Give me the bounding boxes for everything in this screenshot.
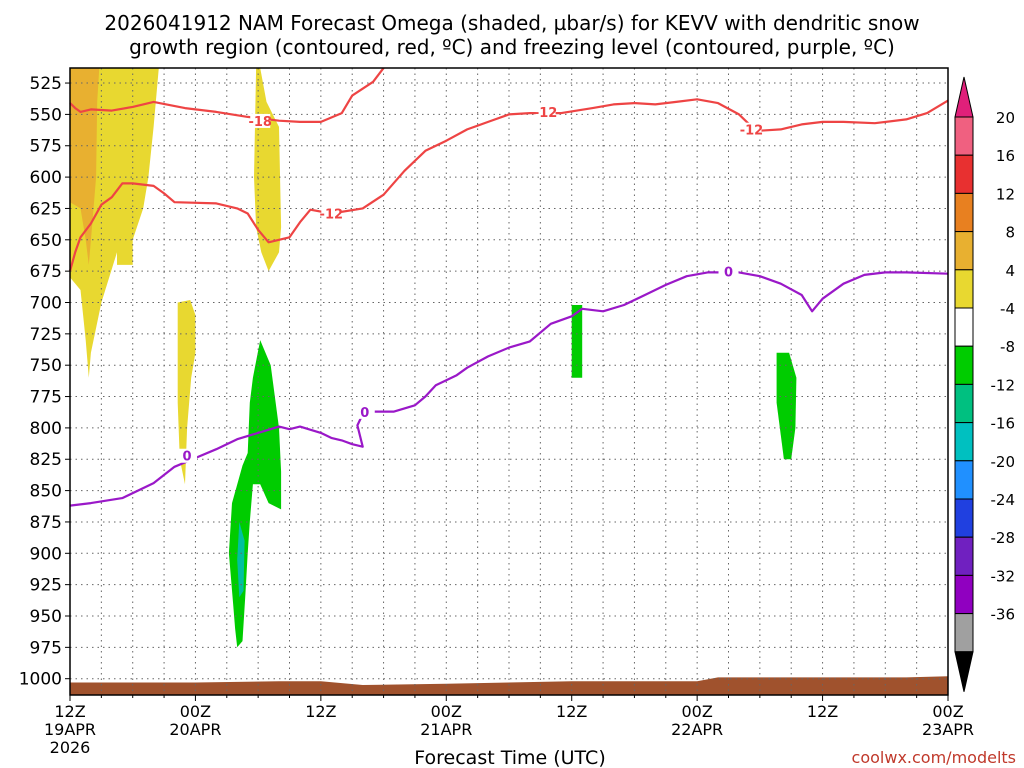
colorbar-label--8: -8	[1000, 338, 1015, 356]
colorbar-swatch-9	[954, 460, 974, 500]
colorbar-swatch-7	[954, 383, 974, 424]
ytick-label-575: 575	[30, 137, 62, 157]
colorbar-label-4: 4	[1005, 262, 1015, 280]
contour-label-bg-4	[177, 448, 198, 463]
xtick-label-1: 00Z	[180, 702, 211, 721]
contour-label-5: 0	[360, 406, 369, 421]
contour-label-1: -12	[320, 208, 344, 223]
colorbar-swatch-8	[954, 422, 974, 462]
plot-area: -18 -12 -12 -12 0 0 0	[68, 67, 949, 696]
colorbar: 20 16 12 8 4 -4 -8 -12 -16 -20 -24 -28 -32 -36	[954, 76, 1016, 692]
colorbar-extend-high	[954, 76, 974, 118]
omega-region-8	[776, 352, 797, 460]
xtick-date-7: 23APR	[922, 720, 974, 739]
colorbar-label--28: -28	[991, 529, 1016, 547]
ytick-label-1000: 1000	[19, 670, 62, 690]
ytick-label-725: 725	[30, 325, 62, 345]
ytick-label-600: 600	[30, 168, 62, 188]
colorbar-swatch-2	[954, 192, 974, 233]
contour-label-bg-0	[250, 113, 271, 128]
ytick-label-675: 675	[30, 262, 62, 282]
contour-line-2	[68, 98, 949, 272]
colorbar-label--12: -12	[991, 376, 1016, 394]
colorbar-swatch-12	[954, 574, 974, 615]
y-axis-ticks: 525 550 575 600 625 650 675 700 725 750 775 800 825 8…	[19, 74, 70, 690]
contour-label-bg-3	[741, 122, 762, 137]
xtick-date-1: 20APR	[169, 720, 221, 739]
ytick-label-975: 975	[30, 638, 62, 658]
contour-line-0	[69, 67, 385, 124]
omega-region-7	[571, 305, 583, 378]
colorbar-label--4: -4	[1000, 300, 1015, 318]
ytick-label-850: 850	[30, 482, 62, 502]
colorbar-label-8: 8	[1005, 224, 1015, 242]
contour-label-bg-1	[321, 206, 342, 221]
ytick-label-875: 875	[30, 513, 62, 533]
colorbar-swatch-4	[954, 269, 974, 309]
contour-label-6: 0	[724, 265, 733, 280]
xtick-year-0: 2026	[50, 738, 91, 757]
colorbar-swatch-1	[954, 154, 974, 194]
colorbar-label--16: -16	[991, 415, 1016, 433]
colorbar-swatch-10	[954, 498, 974, 538]
grid	[70, 68, 948, 695]
colorbar-extend-low	[954, 651, 974, 692]
colorbar-label-12: 12	[996, 185, 1015, 203]
ytick-label-625: 625	[30, 199, 62, 219]
contour-label-3: -12	[740, 124, 764, 139]
contour-label-bg-6	[718, 264, 739, 279]
colorbar-label--24: -24	[991, 491, 1016, 509]
ytick-label-750: 750	[30, 356, 62, 376]
chart-title-line2: growth region (contoured, red, ºC) and f…	[129, 35, 895, 59]
colorbar-swatch-13	[954, 613, 974, 653]
contour-label-4: 0	[183, 450, 192, 465]
omega-region-4	[177, 300, 196, 485]
xtick-label-7: 00Z	[932, 702, 963, 721]
ytick-label-825: 825	[30, 450, 62, 470]
colorbar-label--32: -32	[991, 567, 1016, 585]
ytick-label-550: 550	[30, 105, 62, 125]
colorbar-swatch-11	[954, 536, 974, 576]
colorbar-label--36: -36	[991, 606, 1016, 624]
xtick-label-0: 12Z	[54, 702, 85, 721]
ytick-label-950: 950	[30, 607, 62, 627]
contours: -18 -12 -12 -12 0 0 0	[68, 67, 949, 507]
xtick-label-2: 12Z	[305, 702, 336, 721]
ytick-label-925: 925	[30, 576, 62, 596]
xtick-label-6: 12Z	[807, 702, 838, 721]
colorbar-label-20: 20	[996, 109, 1015, 127]
omega-region-2	[70, 68, 100, 265]
contour-line-3	[69, 271, 949, 507]
xtick-label-5: 00Z	[681, 702, 712, 721]
x-axis-label: Forecast Time (UTC)	[414, 747, 605, 768]
colorbar-swatch-5	[954, 307, 974, 347]
contour-label-2: -12	[534, 106, 558, 121]
xtick-date-3: 21APR	[420, 720, 472, 739]
xtick-label-4: 12Z	[556, 702, 587, 721]
ytick-label-650: 650	[30, 231, 62, 251]
contour-label-bg-5	[354, 404, 375, 419]
colorbar-label--20: -20	[991, 453, 1016, 471]
ytick-label-525: 525	[30, 74, 62, 94]
colorbar-swatch-0	[954, 116, 974, 156]
omega-region-6	[237, 521, 245, 598]
colorbar-label-16: 16	[996, 147, 1015, 165]
omega-region-1	[117, 177, 133, 265]
chart-title-line1: 2026041912 NAM Forecast Omega (shaded, µ…	[104, 11, 919, 35]
contour-label-0: -18	[248, 115, 272, 130]
contour-label-bg-2	[535, 105, 556, 120]
ytick-label-800: 800	[30, 419, 62, 439]
credit-text: coolwx.com/modelts	[852, 748, 1016, 767]
ytick-label-700: 700	[30, 293, 62, 313]
colorbar-swatch-3	[954, 231, 974, 271]
ytick-label-900: 900	[30, 544, 62, 564]
xtick-date-5: 22APR	[671, 720, 723, 739]
colorbar-swatch-6	[954, 345, 974, 385]
xtick-date-0: 19APR	[44, 720, 96, 739]
ytick-label-775: 775	[30, 388, 62, 408]
xtick-label-3: 00Z	[431, 702, 462, 721]
